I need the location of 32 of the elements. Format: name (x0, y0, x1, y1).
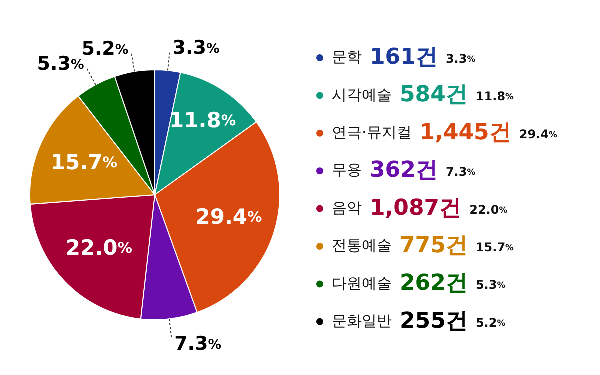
text: 5.3% (476, 278, 506, 292)
legend-label: 연극·뮤지컬 (332, 123, 412, 142)
data-label: 5.3% (37, 53, 84, 76)
text: 584건 (400, 82, 468, 108)
text: 29.4% (519, 128, 558, 142)
text: 15.7% (476, 240, 514, 255)
legend-label: 무용 (332, 161, 362, 180)
legend-label: 음악 (332, 198, 362, 217)
data-label: 22.0% (66, 235, 133, 260)
data-label: 11.8% (170, 108, 236, 132)
legend-label: 시각예술 (332, 86, 392, 104)
text: 161건 (370, 45, 438, 70)
data-label: 7.3% (174, 333, 222, 356)
data-label: 3.3% (172, 36, 220, 59)
data-label: 29.4% (196, 204, 263, 229)
data-label: 15.7% (50, 150, 118, 174)
text: 255건 (400, 308, 468, 334)
text: 362건 (370, 158, 438, 184)
legend-label: 문화일반 (332, 312, 392, 330)
text: 7.3% (446, 165, 476, 180)
text: 22.0% (470, 203, 508, 218)
text: 262건 (400, 271, 468, 296)
text: 5.2% (476, 316, 506, 330)
text: 775건 (400, 234, 468, 259)
legend-label: 전통예술 (332, 236, 392, 255)
text: 1,445건 (420, 120, 512, 146)
data-label: 5.2% (82, 38, 129, 60)
legend-label: 문학 (332, 48, 362, 66)
text: 11.8% (476, 90, 514, 104)
legend-label: 다원예술 (332, 274, 392, 292)
text: 1,087건 (370, 196, 462, 221)
text: 3.3% (446, 52, 476, 66)
